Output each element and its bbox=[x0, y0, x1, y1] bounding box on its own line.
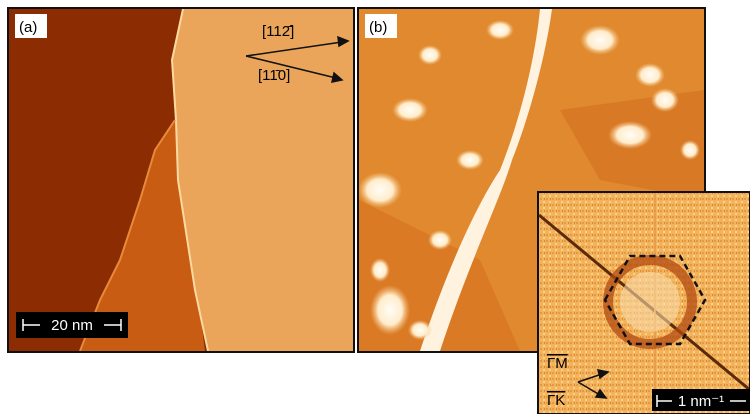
inset-image bbox=[538, 193, 750, 414]
scale-bar bbox=[656, 395, 746, 407]
panel-b-frame bbox=[357, 7, 706, 353]
label-box bbox=[365, 14, 397, 38]
scale-bar bbox=[22, 319, 122, 331]
direction-label: ΓM bbox=[547, 355, 568, 372]
direction-label: [112̄] bbox=[262, 23, 294, 40]
scale-bar-label: 20 nm bbox=[51, 317, 93, 334]
direction-label: ΓK bbox=[547, 392, 565, 409]
panel-a-image bbox=[9, 9, 353, 351]
direction-arrows bbox=[577, 369, 610, 399]
panel-a-frame bbox=[7, 7, 355, 353]
label-box bbox=[15, 14, 47, 38]
panel-label: (a) bbox=[19, 19, 37, 36]
direction-arrows bbox=[245, 35, 350, 83]
panel-label: (b) bbox=[369, 19, 387, 36]
scale-bar-label: 1 nm⁻¹ bbox=[678, 393, 724, 410]
scale-bar-box bbox=[652, 389, 750, 411]
inset-frame bbox=[537, 191, 750, 414]
direction-label: [11̄0] bbox=[258, 67, 290, 84]
